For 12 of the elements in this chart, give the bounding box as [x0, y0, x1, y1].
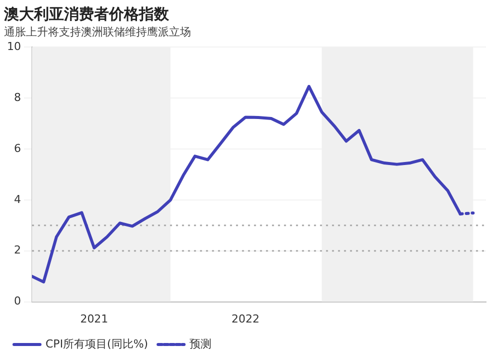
x-tick-label: 2021	[80, 312, 108, 326]
y-tick-label: 10	[6, 40, 21, 54]
legend-label: CPI所有项目(同比%)	[46, 337, 148, 350]
x-tick-label: 2022	[232, 312, 260, 326]
legend-label: 预测	[190, 337, 212, 350]
y-tick-label: 6	[14, 142, 21, 155]
chart-subtitle: 通胀上升将支持澳洲联储维持鹰派立场	[4, 25, 191, 38]
y-tick-label: 8	[14, 90, 21, 104]
y-tick-label: 2	[14, 244, 21, 257]
y-tick-label: 4	[14, 192, 21, 206]
y-tick-label: 0	[14, 294, 21, 308]
chart-title: 澳大利亚消费者价格指数	[3, 4, 170, 23]
